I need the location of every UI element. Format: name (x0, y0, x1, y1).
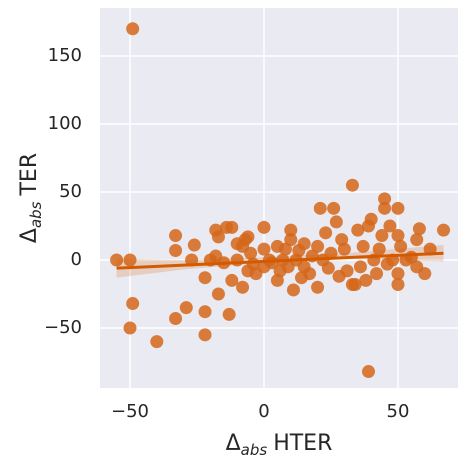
point (295, 271, 309, 285)
point (345, 178, 359, 192)
point (150, 335, 164, 349)
point (391, 201, 405, 215)
point (278, 242, 292, 256)
point (324, 246, 338, 260)
point (179, 301, 193, 315)
point (198, 328, 212, 342)
x-tick-label: −50 (111, 401, 149, 422)
x-tick-label: 50 (387, 401, 410, 422)
point (391, 229, 405, 243)
x-label-subscript: abs (241, 441, 268, 459)
x-axis-label: Δabs HTER (226, 431, 333, 459)
y-label-text: TER (17, 153, 42, 197)
point (372, 242, 386, 256)
y-tick-label: 150 (48, 45, 82, 66)
point (362, 365, 375, 379)
point (273, 264, 287, 278)
x-label-text: HTER (273, 431, 332, 456)
y-tick-label: 0 (71, 249, 82, 270)
point (391, 267, 405, 281)
point (225, 220, 239, 234)
point (222, 307, 236, 321)
point (378, 201, 392, 215)
point (286, 283, 300, 297)
x-label-symbol: Δ (226, 431, 241, 456)
y-label-subscript: abs (27, 201, 45, 228)
y-tick-label: 100 (48, 113, 82, 134)
point (351, 223, 365, 237)
point (241, 264, 255, 278)
plot-area (100, 8, 458, 388)
point (123, 253, 137, 267)
point (329, 215, 343, 229)
point (375, 229, 389, 243)
point (126, 297, 140, 311)
point (126, 22, 140, 36)
point (198, 305, 212, 319)
point (169, 312, 183, 326)
point (394, 239, 408, 253)
point (337, 242, 351, 256)
point (418, 267, 432, 281)
point (236, 280, 250, 294)
point (437, 223, 451, 237)
point (244, 246, 258, 260)
point (169, 243, 183, 257)
point (187, 238, 201, 252)
point (359, 273, 373, 287)
regression-line (116, 251, 444, 270)
point (364, 212, 378, 226)
point (311, 280, 325, 294)
point (211, 230, 225, 244)
point (241, 230, 255, 244)
x-tick-label: 0 (258, 401, 269, 422)
point (169, 229, 183, 243)
point (284, 233, 298, 247)
point (378, 192, 392, 206)
point (356, 239, 370, 253)
point (110, 253, 124, 267)
y-tick-label: −50 (44, 317, 82, 338)
point (257, 220, 271, 234)
point (230, 237, 244, 251)
y-label-symbol: Δ (17, 228, 42, 243)
point (345, 277, 359, 291)
point (313, 201, 327, 215)
point (383, 219, 397, 233)
point (311, 239, 325, 253)
point (410, 233, 424, 247)
point (211, 287, 225, 301)
point (370, 267, 384, 281)
point (340, 264, 354, 278)
point (284, 223, 298, 237)
point (412, 222, 426, 236)
point (198, 271, 212, 285)
point (353, 260, 367, 274)
point (257, 242, 271, 256)
point (297, 237, 311, 251)
y-axis-label: Δabs TER (17, 153, 45, 243)
y-tick-label: 50 (59, 181, 82, 202)
point (391, 277, 405, 291)
point (225, 273, 239, 287)
point (319, 226, 333, 240)
point (321, 261, 335, 275)
point (327, 201, 341, 215)
point (123, 321, 137, 335)
